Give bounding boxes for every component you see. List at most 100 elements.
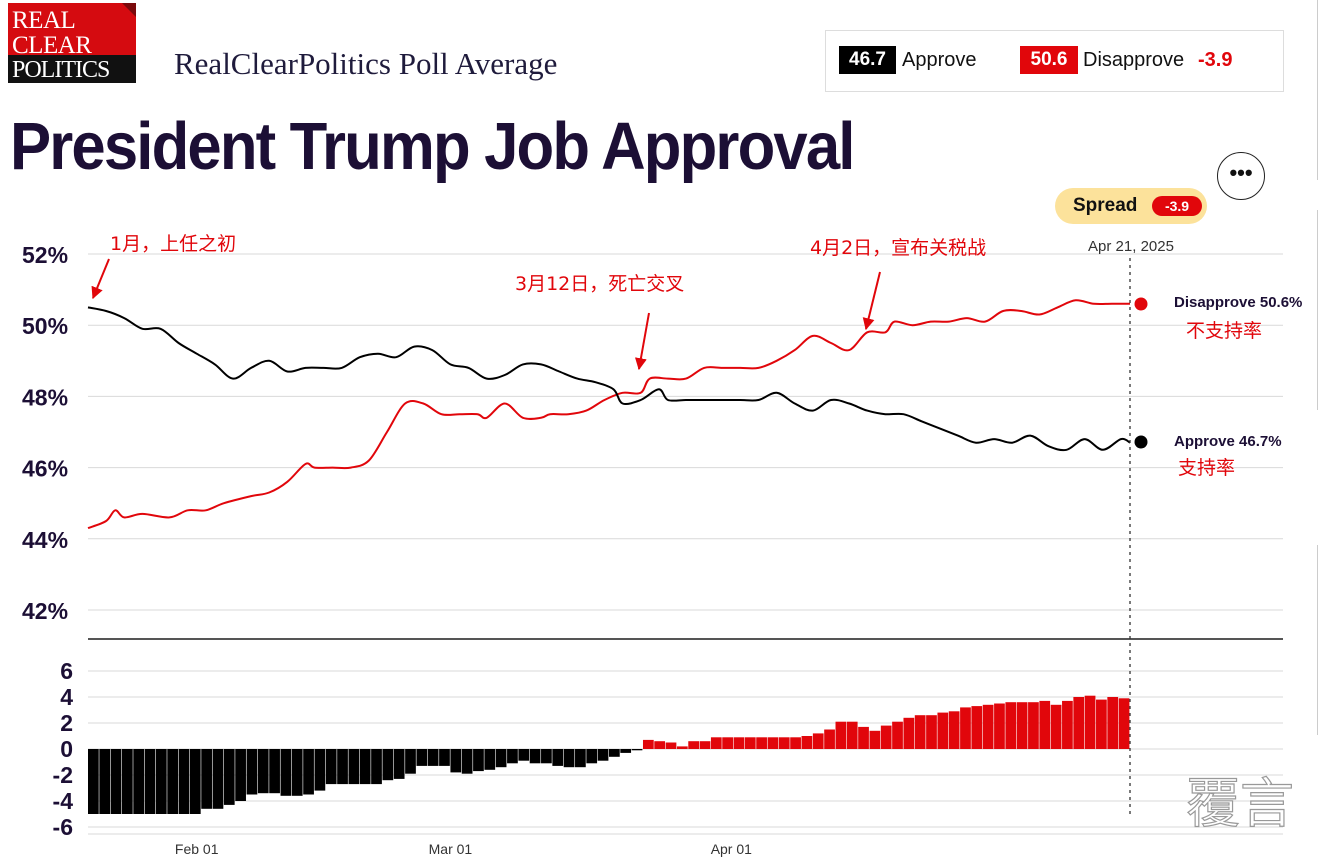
spread-badge-label: Spread: [1073, 195, 1138, 216]
spread-bar: [88, 749, 99, 814]
x-tick-label: Mar 01: [429, 841, 473, 857]
annotation-death-cross-arrow: [634, 312, 650, 371]
spread-bar: [756, 737, 767, 749]
spread-bar: [642, 739, 654, 749]
spread-bar: [835, 721, 847, 749]
spread-bar: [541, 749, 552, 764]
spread-bar: [665, 742, 677, 749]
spread-bar: [699, 741, 711, 749]
spread-bar: [235, 749, 246, 801]
spread-badge-value: -3.9: [1152, 196, 1202, 216]
spread-bar: [1084, 695, 1096, 749]
spread-bar: [563, 749, 575, 768]
spread-bar: [167, 749, 179, 814]
y-tick-label: 46%: [22, 456, 68, 482]
spread-bar: [416, 749, 428, 766]
spread-bar: [439, 749, 450, 766]
spread-bar: [846, 721, 858, 749]
spread-bar: [1107, 697, 1119, 749]
y-tick-label: 50%: [22, 313, 68, 339]
spread-bar: [790, 737, 801, 749]
approve-label: Approve: [902, 49, 977, 71]
y-tick-label: 48%: [22, 384, 68, 410]
rcp-logo[interactable]: REAL CLEAR POLITICS: [8, 3, 136, 83]
disapprove-label: Disapprove: [1083, 49, 1185, 71]
spread-bar: [869, 730, 881, 749]
spread-bar: [144, 749, 156, 814]
spread-bar: [382, 749, 394, 781]
series-line-disapprove: [87, 299, 1130, 530]
spread-bar: [597, 749, 609, 761]
spread-bar: [371, 749, 382, 785]
spread-bar: [155, 749, 167, 814]
annotation-tariff-arrow: [862, 271, 881, 331]
approve-value-badge: 46.7: [839, 46, 896, 74]
spread-bar: [960, 707, 971, 749]
spread-bar: [937, 712, 949, 749]
spread-bar: [778, 737, 790, 749]
spread-bar: [575, 749, 586, 768]
y-tick-label: 6: [60, 658, 73, 684]
current-date-label: Apr 21, 2025: [1088, 238, 1174, 255]
spread-bar: [926, 715, 937, 749]
y-tick-label: 52%: [22, 242, 68, 268]
spread-bar: [189, 749, 201, 814]
y-tick-label: 4: [60, 684, 73, 710]
spread-bar: [609, 749, 620, 757]
y-tick-label: 42%: [22, 598, 68, 624]
spread-bar: [495, 749, 507, 768]
spread-bar: [269, 749, 280, 794]
spread-badge: Spread -3.9: [1055, 188, 1207, 224]
spread-bar: [767, 737, 779, 749]
spread-bar: [325, 749, 337, 785]
spread-bar: [914, 715, 926, 749]
more-options-button[interactable]: •••: [1217, 152, 1265, 200]
disapprove-end-dot: [1134, 297, 1148, 311]
page-title: President Trump Job Approval: [10, 109, 855, 184]
logo-text-line: POLITICS: [12, 57, 110, 83]
spread-bar: [348, 749, 360, 785]
spread-bar: [450, 749, 462, 773]
annotation-inauguration-arrow: [91, 258, 110, 300]
spread-bar: [1096, 699, 1107, 749]
spread-bar: [110, 749, 122, 814]
right-divider: [1317, 545, 1318, 735]
spread-bar: [1016, 702, 1028, 749]
spread-bar: [676, 746, 688, 749]
disapprove-cn-label: 不支持率: [1186, 320, 1262, 342]
spread-bar: [1062, 700, 1073, 749]
spread-bar: [948, 711, 960, 749]
disapprove-value-badge: 50.6: [1020, 46, 1078, 74]
spread-bar: [824, 729, 835, 749]
spread-bar: [473, 749, 484, 772]
spread-bar: [812, 733, 824, 749]
logo-corner-fold: [122, 3, 136, 17]
approval-lines: [87, 299, 1131, 530]
spread-bar: [586, 749, 598, 764]
spread-bar: [507, 749, 518, 764]
spread-bar: [994, 703, 1005, 749]
spread-bar: [903, 717, 915, 749]
spread-bar: [99, 749, 111, 814]
page-subtitle: RealClearPolitics Poll Average: [174, 46, 558, 81]
annotation-inauguration: 1月，上任之初: [110, 233, 236, 255]
spread-bar: [427, 749, 439, 766]
spread-bar: [1028, 702, 1039, 749]
annotation-tariff: 4月2日，宣布关税战: [810, 237, 986, 259]
spread-bar: [133, 749, 145, 814]
spread-bar: [405, 749, 416, 774]
spread-bar: [654, 741, 666, 749]
score-summary: 46.7 Approve 50.6 Disapprove -3.9: [825, 30, 1284, 92]
spread-bar: [1073, 697, 1085, 749]
spread-bar: [484, 749, 496, 770]
spread-bar: [178, 749, 190, 814]
spread-bar: [201, 749, 212, 809]
spread-bar: [518, 749, 530, 761]
disapprove-end-label: Disapprove 50.6%: [1174, 294, 1302, 311]
spread-bar: [393, 749, 405, 779]
spread-bar: [291, 749, 303, 796]
spread-bars: [88, 695, 1130, 814]
watermark: 覆言: [1186, 772, 1294, 835]
spread-bar: [722, 737, 733, 749]
